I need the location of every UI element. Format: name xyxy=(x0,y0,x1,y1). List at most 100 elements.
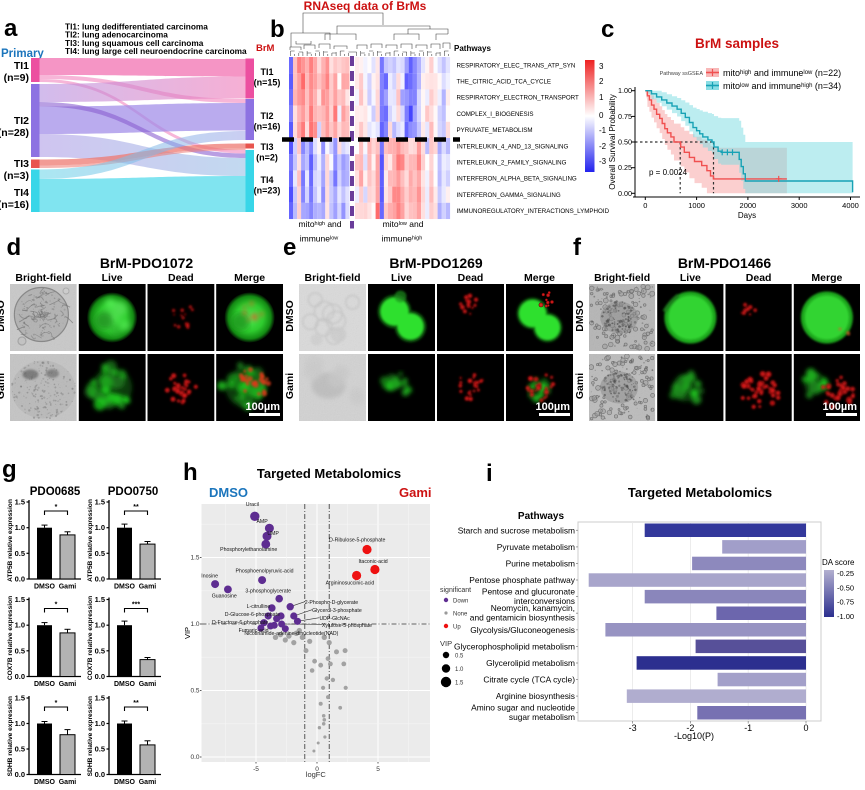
svg-text:0.75: 0.75 xyxy=(618,112,632,121)
svg-text:Merge: Merge xyxy=(811,272,842,284)
svg-text:2-Phospho-D-glycerate: 2-Phospho-D-glycerate xyxy=(305,600,358,606)
svg-text:Gami: Gami xyxy=(284,373,296,399)
svg-text:1.5: 1.5 xyxy=(190,555,199,562)
svg-text:RESPIRATORY_ELEC_TRANS_ATP_SYN: RESPIRATORY_ELEC_TRANS_ATP_SYN xyxy=(457,62,576,69)
svg-text:-3: -3 xyxy=(599,157,607,166)
svg-text:**: ** xyxy=(133,700,139,707)
svg-text:PYRUVATE_METABOLISM: PYRUVATE_METABOLISM xyxy=(457,127,533,134)
svg-text:-1: -1 xyxy=(744,723,752,733)
svg-text:i: i xyxy=(486,460,493,487)
svg-text:*: * xyxy=(55,700,58,707)
svg-text:TI3: TI3 xyxy=(260,142,273,152)
svg-text:Uracil: Uracil xyxy=(246,502,259,508)
svg-text:1.0: 1.0 xyxy=(95,719,105,728)
svg-text:-0.25: -0.25 xyxy=(837,569,854,578)
svg-text:DMSO: DMSO xyxy=(114,779,136,785)
svg-text:COX7B relative expression: COX7B relative expression xyxy=(87,596,94,680)
svg-text:Glycolysis/Gluconeogenesis: Glycolysis/Gluconeogenesis xyxy=(470,625,575,635)
svg-text:Dead: Dead xyxy=(746,272,772,284)
svg-text:Glycerophospholipid metabolism: Glycerophospholipid metabolism xyxy=(454,641,575,651)
svg-text:DMSO: DMSO xyxy=(34,584,56,591)
svg-text:THE_CITRIC_ACID_TCA_CYCLE: THE_CITRIC_ACID_TCA_CYCLE xyxy=(457,79,552,86)
svg-text:Gami: Gami xyxy=(399,485,432,500)
svg-text:VIP: VIP xyxy=(183,627,192,639)
svg-text:RESPIRATORY_ELECTRON_TRANSPORT: RESPIRATORY_ELECTRON_TRANSPORT xyxy=(457,95,580,102)
svg-text:(n=16): (n=16) xyxy=(254,122,281,132)
svg-text:Gami: Gami xyxy=(59,681,77,688)
svg-text:BrM: BrM xyxy=(256,43,275,54)
svg-text:2: 2 xyxy=(599,77,604,86)
svg-text:TI2: TI2 xyxy=(14,115,29,127)
svg-text:Pathway ssGSEA: Pathway ssGSEA xyxy=(660,71,704,77)
svg-text:IMMUNOREGULATORY_INTERACTIONS_: IMMUNOREGULATORY_INTERACTIONS_LYMPHOID xyxy=(457,208,610,215)
svg-text:(n=2): (n=2) xyxy=(256,153,278,163)
svg-text:D-Glucose-6-phosphate: D-Glucose-6-phosphate xyxy=(225,612,280,618)
svg-text:0.5: 0.5 xyxy=(95,549,105,558)
svg-text:g: g xyxy=(2,456,17,483)
svg-text:BrM samples: BrM samples xyxy=(695,36,779,51)
svg-text:1: 1 xyxy=(599,93,604,102)
svg-text:1.5: 1.5 xyxy=(95,694,105,703)
svg-text:1.0: 1.0 xyxy=(190,621,199,628)
svg-text:DA score: DA score xyxy=(822,558,855,567)
svg-text:Gami: Gami xyxy=(139,779,157,785)
svg-text:-1.00: -1.00 xyxy=(837,612,854,621)
svg-text:Itaconic-acid: Itaconic-acid xyxy=(359,559,388,565)
svg-text:e: e xyxy=(283,234,296,261)
svg-text:Guanosine: Guanosine xyxy=(212,594,237,600)
svg-text:100µm: 100µm xyxy=(246,401,281,413)
svg-text:c: c xyxy=(601,16,614,43)
svg-text:Glycerol-3-phosphate: Glycerol-3-phosphate xyxy=(312,608,362,614)
svg-text:logFC: logFC xyxy=(306,770,327,779)
svg-text:TI4: TI4 xyxy=(260,175,273,185)
svg-text:sugar metabolism: sugar metabolism xyxy=(509,712,575,722)
svg-text:BrM-PDO1269: BrM-PDO1269 xyxy=(389,255,483,271)
svg-text:DMSO: DMSO xyxy=(284,300,296,332)
svg-text:a: a xyxy=(4,15,18,42)
svg-text:**: ** xyxy=(133,504,139,511)
svg-text:TI1: TI1 xyxy=(260,67,273,77)
svg-text:1.5: 1.5 xyxy=(15,595,25,604)
svg-text:DMSO: DMSO xyxy=(0,300,7,332)
svg-text:VIP: VIP xyxy=(440,639,452,648)
svg-text:3: 3 xyxy=(599,62,604,71)
svg-text:Bright-field: Bright-field xyxy=(305,272,361,284)
svg-text:-3: -3 xyxy=(629,723,637,733)
svg-text:100µm: 100µm xyxy=(823,401,858,413)
svg-text:0.5: 0.5 xyxy=(455,654,464,660)
svg-text:0.5: 0.5 xyxy=(95,745,105,754)
svg-text:0.0: 0.0 xyxy=(15,575,25,584)
svg-text:(n=23): (n=23) xyxy=(254,186,281,196)
svg-text:DMSO: DMSO xyxy=(34,779,56,785)
svg-text:0.0: 0.0 xyxy=(15,770,25,779)
svg-text:L-citrulline: L-citrulline xyxy=(247,604,271,610)
svg-text:TI3: TI3 xyxy=(14,158,29,170)
svg-text:Argininosuccinic-acid: Argininosuccinic-acid xyxy=(326,580,375,586)
svg-text:Targeted Metabolomics: Targeted Metabolomics xyxy=(257,466,401,481)
svg-text:*: * xyxy=(55,602,58,609)
svg-text:0: 0 xyxy=(803,723,808,733)
svg-text:Merge: Merge xyxy=(524,272,555,284)
svg-text:0.0: 0.0 xyxy=(95,575,105,584)
svg-text:Gami: Gami xyxy=(59,584,77,591)
svg-text:-0.50: -0.50 xyxy=(837,583,854,592)
svg-text:0.25: 0.25 xyxy=(618,163,632,172)
svg-text:0.0: 0.0 xyxy=(15,672,25,681)
svg-text:(n=15): (n=15) xyxy=(254,78,281,88)
svg-text:Bright-field: Bright-field xyxy=(15,272,71,284)
svg-text:TI4: lung large cell neuroendo: TI4: lung large cell neuroendocrine carc… xyxy=(65,46,247,56)
svg-text:D-Ribulose-5-phosphate: D-Ribulose-5-phosphate xyxy=(329,538,385,544)
svg-text:0.5: 0.5 xyxy=(15,745,25,754)
svg-text:Citrate cycle (TCA cycle): Citrate cycle (TCA cycle) xyxy=(483,675,575,685)
svg-text:Overall Survival Probability: Overall Survival Probability xyxy=(608,94,617,190)
svg-text:TI4: TI4 xyxy=(14,187,29,199)
svg-text:COMPLEX_I_BIOGENESIS: COMPLEX_I_BIOGENESIS xyxy=(457,111,534,118)
svg-text:SDHB relative expression: SDHB relative expression xyxy=(7,696,14,776)
svg-text:100µm: 100µm xyxy=(536,401,571,413)
svg-text:1.5: 1.5 xyxy=(95,498,105,507)
svg-text:Phosphoenolpyruvic-acid: Phosphoenolpyruvic-acid xyxy=(236,568,294,574)
svg-text:Neomycin, kanamycin,: Neomycin, kanamycin, xyxy=(491,603,575,613)
svg-text:SDHB relative expression: SDHB relative expression xyxy=(87,696,94,776)
svg-text:1.5: 1.5 xyxy=(15,498,25,507)
svg-text:1.0: 1.0 xyxy=(15,523,25,532)
